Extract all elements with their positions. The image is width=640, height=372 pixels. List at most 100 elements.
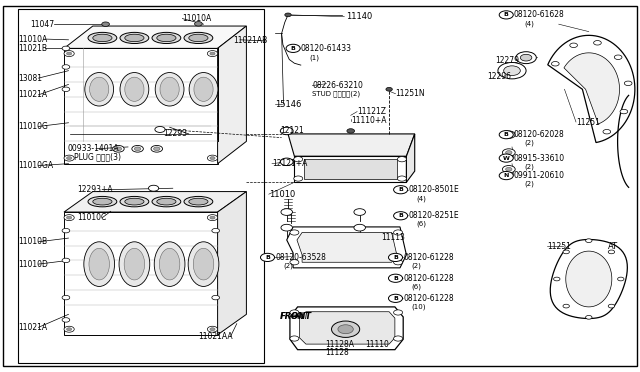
Circle shape xyxy=(586,239,592,243)
Ellipse shape xyxy=(160,77,179,101)
Circle shape xyxy=(280,127,293,135)
Text: (2): (2) xyxy=(525,163,534,170)
Circle shape xyxy=(516,52,536,64)
Text: 08120-61228: 08120-61228 xyxy=(403,294,454,303)
Polygon shape xyxy=(297,232,397,262)
Text: W: W xyxy=(503,155,509,161)
Circle shape xyxy=(388,253,403,262)
Circle shape xyxy=(210,52,215,55)
Text: 11047: 11047 xyxy=(30,20,54,29)
Circle shape xyxy=(62,46,70,51)
Text: 13081: 13081 xyxy=(18,74,42,83)
Ellipse shape xyxy=(90,77,109,101)
Circle shape xyxy=(520,54,532,61)
Polygon shape xyxy=(218,192,246,335)
Circle shape xyxy=(148,185,159,191)
Polygon shape xyxy=(304,159,397,179)
Text: 11113: 11113 xyxy=(381,233,405,242)
Ellipse shape xyxy=(156,73,184,106)
Circle shape xyxy=(394,186,408,194)
Circle shape xyxy=(570,43,577,48)
Circle shape xyxy=(281,224,292,231)
Ellipse shape xyxy=(84,242,115,286)
Text: 08120-8251E: 08120-8251E xyxy=(408,211,459,220)
Circle shape xyxy=(397,157,406,162)
Circle shape xyxy=(281,209,292,215)
Circle shape xyxy=(386,87,392,91)
Ellipse shape xyxy=(152,196,181,207)
Polygon shape xyxy=(300,312,395,344)
Circle shape xyxy=(64,155,74,161)
Circle shape xyxy=(290,230,299,235)
Circle shape xyxy=(394,230,403,235)
Circle shape xyxy=(347,129,355,133)
Circle shape xyxy=(62,318,70,322)
Polygon shape xyxy=(550,240,627,318)
Circle shape xyxy=(394,260,403,265)
Circle shape xyxy=(502,166,515,173)
Polygon shape xyxy=(218,26,246,164)
Circle shape xyxy=(285,13,291,17)
Text: (6): (6) xyxy=(412,283,422,290)
Ellipse shape xyxy=(193,248,214,280)
Text: 11010GA: 11010GA xyxy=(18,161,53,170)
Ellipse shape xyxy=(88,32,117,44)
Circle shape xyxy=(62,87,70,92)
Text: 08226-63210: 08226-63210 xyxy=(312,81,363,90)
Ellipse shape xyxy=(88,196,117,207)
Text: 12121: 12121 xyxy=(280,126,304,135)
Text: (4): (4) xyxy=(525,20,534,27)
Text: B: B xyxy=(398,187,403,192)
Circle shape xyxy=(499,131,513,139)
Circle shape xyxy=(294,157,303,162)
Circle shape xyxy=(625,81,632,86)
Text: 12293: 12293 xyxy=(163,129,187,138)
Ellipse shape xyxy=(157,34,176,42)
Text: 11010: 11010 xyxy=(269,190,295,199)
Circle shape xyxy=(502,149,515,156)
Text: (1): (1) xyxy=(309,54,319,61)
Ellipse shape xyxy=(154,242,185,286)
Ellipse shape xyxy=(120,196,149,207)
Circle shape xyxy=(506,167,512,171)
Text: 09911-20610: 09911-20610 xyxy=(514,171,565,180)
Circle shape xyxy=(64,51,74,57)
Circle shape xyxy=(608,250,614,254)
Circle shape xyxy=(499,154,513,162)
Circle shape xyxy=(207,215,218,221)
Text: B: B xyxy=(265,255,270,260)
Circle shape xyxy=(207,326,218,332)
Circle shape xyxy=(552,61,559,66)
Text: 11128A: 11128A xyxy=(325,340,354,349)
Circle shape xyxy=(64,215,74,221)
Ellipse shape xyxy=(124,248,145,280)
Circle shape xyxy=(294,176,303,181)
Text: 11021A: 11021A xyxy=(18,323,47,332)
Text: 08120-62028: 08120-62028 xyxy=(514,130,564,139)
Circle shape xyxy=(62,258,70,263)
Text: 11251: 11251 xyxy=(547,242,571,251)
Ellipse shape xyxy=(189,34,208,42)
Circle shape xyxy=(62,228,70,233)
Text: B: B xyxy=(504,132,509,137)
Text: 11021B: 11021B xyxy=(18,44,47,53)
Circle shape xyxy=(210,328,215,331)
Circle shape xyxy=(290,336,299,341)
Polygon shape xyxy=(406,134,415,182)
Ellipse shape xyxy=(125,34,144,42)
Circle shape xyxy=(212,228,220,233)
Text: B: B xyxy=(398,213,403,218)
Circle shape xyxy=(388,294,403,302)
Text: 12293+A: 12293+A xyxy=(77,185,113,194)
Circle shape xyxy=(67,52,72,55)
Circle shape xyxy=(338,325,353,334)
Circle shape xyxy=(207,155,218,161)
Circle shape xyxy=(504,66,520,76)
Circle shape xyxy=(586,315,592,319)
Text: 11010A: 11010A xyxy=(182,14,212,23)
Text: 11110+A: 11110+A xyxy=(351,116,386,125)
Text: 08120-8501E: 08120-8501E xyxy=(408,185,459,194)
Circle shape xyxy=(155,126,165,132)
Text: B: B xyxy=(504,12,509,17)
Text: 08120-63528: 08120-63528 xyxy=(275,253,326,262)
